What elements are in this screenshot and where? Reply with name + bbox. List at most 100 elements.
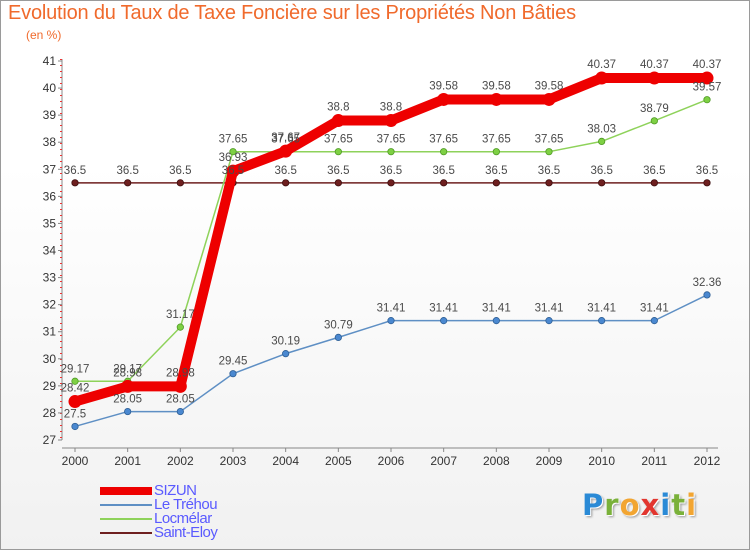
chart-unit-label: (en %)	[26, 28, 62, 42]
data-label-sizun: 28.98	[113, 367, 142, 379]
data-point-locmelar	[176, 323, 184, 331]
data-point-sizun	[437, 92, 451, 106]
data-label-saint-eloy: 36.5	[64, 165, 86, 177]
data-label-saint-eloy: 36.5	[274, 165, 296, 177]
legend-swatch	[100, 504, 152, 506]
data-point-saint-eloy	[440, 179, 448, 187]
legend-label: Le Tréhou	[154, 496, 218, 513]
data-point-saint-eloy	[71, 179, 79, 187]
data-point-le-trehou	[124, 407, 132, 416]
y-tick-label: 34	[43, 244, 57, 258]
data-label-locmelar: 37.65	[219, 134, 248, 146]
data-label-locmelar: 37.65	[271, 134, 300, 146]
data-label-le-trehou: 31.41	[482, 303, 511, 315]
legend-swatch	[100, 518, 152, 520]
data-label-locmelar: 29.17	[113, 363, 142, 375]
data-point-sizun	[331, 114, 345, 128]
legend-swatch	[100, 532, 152, 534]
data-point-sizun	[700, 71, 714, 85]
x-tick-label: 2003	[220, 454, 247, 468]
y-tick-label: 36	[43, 189, 57, 203]
data-point-le-trehou	[229, 370, 237, 378]
data-label-saint-eloy: 36.5	[696, 165, 718, 177]
data-label-sizun: 36.93	[219, 152, 248, 164]
data-label-sizun: 38.8	[327, 102, 349, 114]
x-tick-label: 2007	[430, 454, 457, 468]
data-point-saint-eloy	[334, 179, 342, 187]
data-point-saint-eloy	[282, 179, 290, 187]
x-tick-label: 2001	[114, 454, 141, 468]
y-tick-label: 32	[43, 298, 57, 312]
data-point-sizun	[68, 395, 82, 409]
proxiti-logo: Proxiti	[582, 488, 697, 522]
data-label-saint-eloy: 36.5	[380, 165, 402, 177]
data-point-sizun	[173, 379, 187, 393]
data-point-le-trehou	[387, 317, 395, 325]
data-label-saint-eloy: 36.5	[327, 165, 349, 177]
data-label-le-trehou: 28.05	[166, 394, 195, 406]
y-tick-label: 33	[43, 271, 57, 285]
data-label-le-trehou: 31.41	[377, 303, 406, 315]
logo-letter: i	[686, 488, 698, 522]
data-point-locmelar	[71, 377, 79, 385]
data-label-le-trehou: 31.41	[587, 303, 616, 315]
data-point-sizun	[595, 71, 609, 85]
data-point-le-trehou	[334, 333, 342, 341]
data-label-sizun: 37.67	[271, 132, 300, 144]
x-tick-label: 2011	[641, 454, 667, 468]
y-tick-label: 35	[43, 216, 57, 230]
x-tick-label: 2006	[378, 454, 405, 468]
data-point-locmelar	[545, 148, 553, 156]
data-point-sizun	[384, 114, 398, 128]
chart-title: Evolution du Taux de Taxe Foncière sur l…	[8, 2, 576, 24]
x-tick-label: 2009	[536, 454, 563, 468]
x-tick-label: 2004	[272, 454, 299, 468]
data-point-sizun	[121, 379, 135, 393]
data-label-sizun: 40.37	[693, 59, 722, 71]
data-point-saint-eloy	[703, 179, 711, 187]
data-label-saint-eloy: 36.5	[169, 165, 191, 177]
y-tick-label: 38	[43, 135, 57, 149]
data-point-locmelar	[703, 96, 711, 104]
data-label-locmelar: 31.17	[166, 309, 195, 321]
data-label-saint-eloy: 36.5	[222, 165, 244, 177]
legend-swatch	[100, 487, 152, 495]
data-point-locmelar	[598, 137, 606, 146]
data-label-saint-eloy: 36.5	[116, 165, 138, 177]
data-label-le-trehou: 28.05	[113, 394, 142, 406]
data-label-sizun: 40.37	[587, 59, 616, 71]
data-label-le-trehou: 32.36	[693, 277, 722, 289]
legend-label: SIZUN	[154, 482, 197, 499]
data-label-saint-eloy: 36.5	[643, 165, 665, 177]
data-point-le-trehou	[71, 422, 79, 431]
y-tick-label: 40	[43, 81, 57, 95]
data-label-sizun: 40.37	[640, 59, 669, 71]
logo-letter: o	[619, 488, 641, 522]
data-label-saint-eloy: 36.5	[432, 165, 454, 177]
data-label-locmelar: 37.65	[324, 134, 353, 146]
y-tick-label: 28	[43, 406, 57, 420]
data-label-sizun: 39.58	[535, 80, 564, 92]
data-label-locmelar: 37.65	[482, 134, 511, 146]
data-label-locmelar: 37.65	[429, 134, 458, 146]
logo-letter: x	[640, 488, 661, 522]
data-label-le-trehou: 30.79	[324, 319, 353, 331]
data-label-locmelar: 37.65	[377, 134, 406, 146]
data-label-le-trehou: 27.5	[64, 408, 86, 420]
data-label-le-trehou: 31.41	[640, 303, 669, 315]
data-point-sizun	[279, 144, 293, 158]
data-label-saint-eloy: 36.5	[485, 165, 507, 177]
logo-letter: r	[604, 488, 620, 522]
data-point-le-trehou	[440, 317, 448, 325]
data-label-sizun: 39.58	[482, 80, 511, 92]
data-label-locmelar: 39.57	[693, 82, 722, 94]
logo-letter: i	[660, 488, 672, 522]
data-point-sizun	[489, 92, 503, 106]
data-point-saint-eloy	[124, 179, 132, 187]
data-point-locmelar	[387, 148, 395, 156]
data-point-le-trehou	[492, 317, 500, 325]
y-tick-label: 37	[43, 162, 57, 176]
legend-label: Saint-Eloy	[154, 524, 218, 541]
